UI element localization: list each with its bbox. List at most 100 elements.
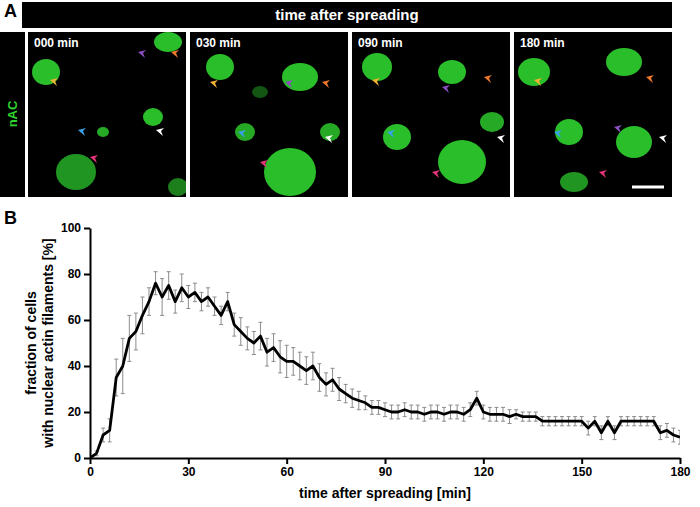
nucleus	[252, 86, 268, 98]
tick: 40	[68, 359, 90, 373]
error-bar-cap	[403, 402, 407, 403]
tick: 120	[474, 458, 494, 479]
error-bar-cap	[553, 416, 557, 417]
error-bar-cap	[219, 324, 223, 325]
tick-mark	[84, 458, 90, 460]
tick-mark	[385, 458, 387, 464]
error-bar-cap	[547, 416, 551, 417]
error-bar-cap	[462, 421, 466, 422]
frame-background	[190, 32, 348, 197]
error-bar-cap	[331, 391, 335, 392]
error-bar-cap	[258, 322, 262, 323]
tick: 0	[87, 458, 94, 479]
tick-mark	[84, 320, 90, 322]
error-bar-cap	[481, 405, 485, 406]
error-bar-cap	[317, 391, 321, 392]
error-bar-cap	[376, 400, 380, 401]
error-bar-cap	[154, 294, 158, 295]
error-bar-cap	[573, 416, 577, 417]
error-bar-cap	[396, 418, 400, 419]
error-bar-cap	[580, 425, 584, 426]
error-bar-cap	[167, 271, 171, 272]
nucleus	[264, 148, 316, 196]
nucleus	[56, 154, 96, 190]
arrowhead	[372, 78, 380, 86]
error-bar-cap	[501, 407, 505, 408]
error-bar-cap	[154, 271, 158, 272]
nucleus	[206, 54, 234, 80]
tick: 30	[182, 458, 196, 479]
error-bar-cap	[521, 421, 525, 422]
error-bar-cap	[232, 313, 236, 314]
error-bar-cap	[363, 395, 367, 396]
error-bar-cap	[534, 412, 538, 413]
error-bar-cap	[304, 356, 308, 357]
error-bar-cap	[534, 421, 538, 422]
error-bar-cap	[219, 306, 223, 307]
nucleus	[362, 53, 392, 81]
nucleus	[383, 124, 411, 150]
error-bar-cap	[390, 405, 394, 406]
error-bar-cap	[632, 416, 636, 417]
error-bar-cap	[593, 416, 597, 417]
error-bar-cap	[134, 313, 138, 314]
error-bar-cap	[337, 377, 341, 378]
error-bar-cap	[357, 409, 361, 410]
tick-mark	[483, 458, 485, 464]
error-bar-cap	[416, 418, 420, 419]
error-bar-cap	[626, 425, 630, 426]
nucleus	[97, 127, 109, 137]
error-bar-cap	[481, 418, 485, 419]
nucleus	[438, 60, 466, 84]
tick-label: 40	[68, 359, 82, 373]
arrowhead	[138, 50, 146, 58]
tick-label: 60	[68, 313, 82, 327]
error-bar-cap	[488, 407, 492, 408]
arrowhead	[614, 125, 622, 133]
error-bar-cap	[324, 395, 328, 396]
tick-label: 180	[670, 465, 690, 479]
x-axis-title: time after spreading [min]	[299, 485, 471, 501]
error-bar-cap	[370, 400, 374, 401]
nucleus	[560, 172, 588, 192]
error-bar-cap	[173, 313, 177, 314]
error-bar-cap	[226, 292, 230, 293]
nucleus	[143, 108, 163, 126]
tick: 180	[670, 458, 690, 479]
x-axis: 0306090120150180	[87, 458, 691, 479]
error-bar-cap	[678, 444, 680, 445]
error-bar-cap	[317, 363, 321, 364]
error-bar-cap	[272, 361, 276, 362]
arrowhead	[171, 50, 179, 58]
error-bar-cap	[475, 391, 479, 392]
error-bar-cap	[468, 416, 472, 417]
error-bar-cap	[199, 292, 203, 293]
error-bar-cap	[121, 393, 125, 394]
tick-label: 30	[182, 465, 196, 479]
error-bar-cap	[298, 352, 302, 353]
error-bar-cap	[383, 416, 387, 417]
error-bar-cap	[252, 354, 256, 355]
error-bar-cap	[619, 416, 623, 417]
error-bar-cap	[108, 441, 112, 442]
error-bar-cap	[376, 414, 380, 415]
error-bar-cap	[193, 301, 197, 302]
error-bar-cap	[357, 391, 361, 392]
error-bar-cap	[442, 421, 446, 422]
error-bar-cap	[547, 425, 551, 426]
error-bar-cap	[599, 425, 603, 426]
error-bar-cap	[213, 315, 217, 316]
image-frame: 090 min	[352, 32, 510, 197]
arrowhead	[325, 135, 333, 143]
error-bar-cap	[291, 375, 295, 376]
error-bar-cap	[147, 287, 151, 288]
error-bar-cap	[213, 297, 217, 298]
tick-label: 20	[68, 405, 82, 419]
image-frame: 180 min	[514, 32, 672, 197]
error-bar-cap	[658, 439, 662, 440]
tick-mark	[680, 458, 682, 464]
error-bar-cap	[390, 418, 394, 419]
nucleus	[168, 178, 186, 196]
error-bar-cap	[324, 372, 328, 373]
arrowhead	[387, 130, 395, 138]
